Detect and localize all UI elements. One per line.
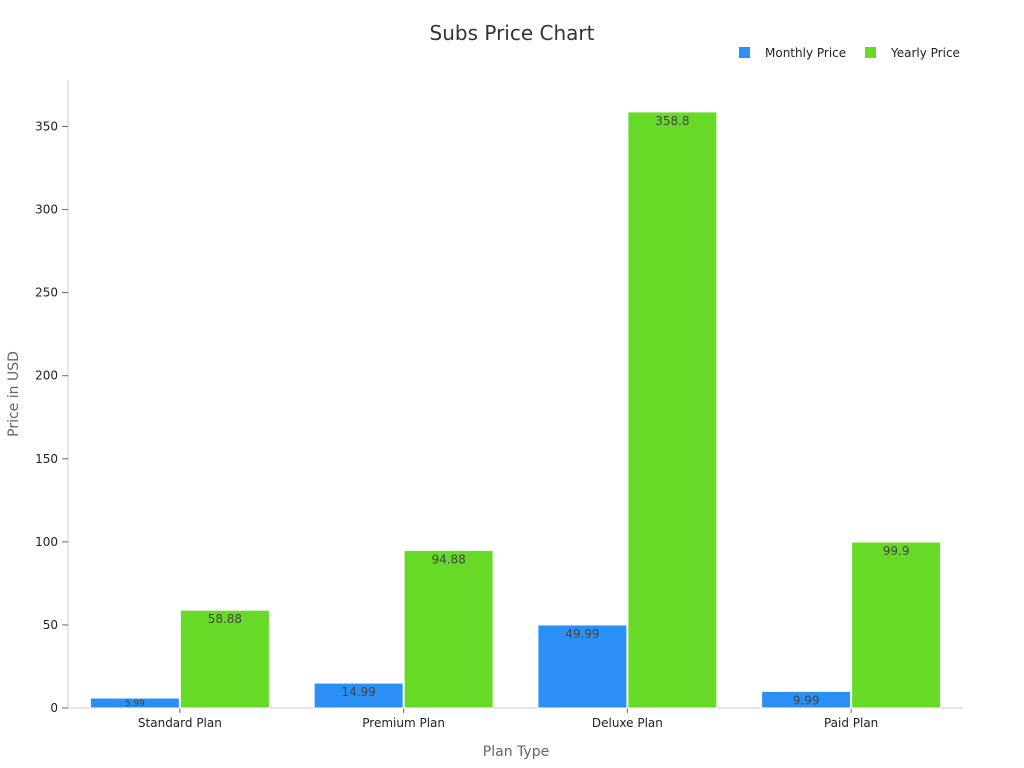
legend-label: Monthly Price	[765, 46, 846, 60]
bar-labels: 5.99 58.88 14.99 94.88 49.99 358.8 9.99 99.9	[125, 114, 910, 709]
bar-value-label: 49.99	[565, 627, 599, 641]
y-tick-label: 150	[35, 452, 58, 466]
bar-value-label: 14.99	[341, 685, 375, 699]
y-tick-label: 100	[35, 535, 58, 549]
bar-yearly	[403, 549, 494, 709]
y-tick-label: 350	[35, 120, 58, 134]
x-tick-label: Standard Plan	[138, 716, 222, 730]
bar-monthly	[761, 690, 852, 709]
x-tick-label: Deluxe Plan	[592, 716, 663, 730]
bar-value-label: 94.88	[431, 552, 465, 566]
x-axis: Standard Plan Premium Plan Deluxe Plan Paid…	[68, 707, 963, 730]
bar-value-label: 5.99	[125, 699, 145, 709]
bars	[89, 111, 942, 709]
bar-yearly	[179, 609, 270, 709]
y-tick-label: 300	[35, 203, 58, 217]
bar-monthly	[89, 697, 180, 709]
bar-monthly	[313, 682, 404, 709]
bar-monthly	[537, 624, 628, 709]
legend: Monthly Price Yearly Price	[739, 46, 960, 60]
x-tick-label: Premium Plan	[362, 716, 445, 730]
legend-swatch	[865, 47, 876, 58]
y-tick-label: 200	[35, 369, 58, 383]
bar-value-label: 99.9	[883, 544, 910, 558]
y-axis-title: Price in USD	[6, 351, 22, 437]
legend-label: Yearly Price	[890, 46, 960, 60]
x-axis-title: Plan Type	[483, 744, 549, 760]
legend-swatch	[739, 47, 750, 58]
y-tick-label: 0	[50, 701, 58, 715]
y-tick-label: 50	[43, 618, 58, 632]
bar-yearly	[851, 541, 942, 709]
y-axis: 0 50 100 150 200 250 300 350	[35, 80, 69, 715]
chart-title: Subs Price Chart	[430, 21, 595, 45]
x-tick-label: Paid Plan	[824, 716, 878, 730]
bar-value-label: 358.8	[655, 114, 689, 128]
y-tick-label: 250	[35, 286, 58, 300]
bar-value-label: 9.99	[793, 693, 820, 707]
bar-value-label: 58.88	[208, 612, 242, 626]
bar-yearly	[627, 111, 718, 709]
